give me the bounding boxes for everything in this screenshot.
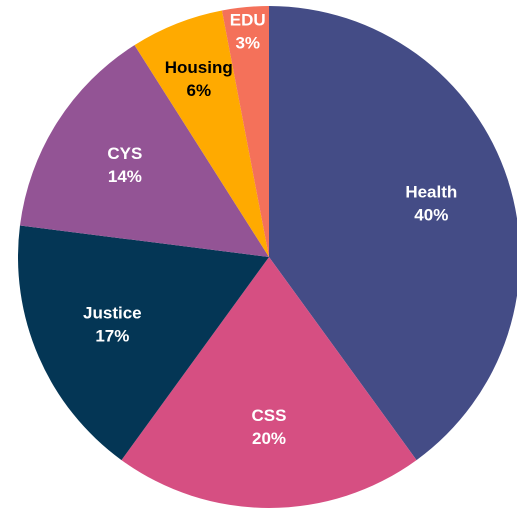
slice-label: EDU (230, 11, 266, 30)
slice-label: Health (405, 183, 457, 202)
pie-slice (134, 10, 269, 258)
slice-value-label: 6% (186, 81, 211, 100)
pie-slice (19, 45, 269, 257)
pie-slice (221, 6, 269, 257)
slice-value-label: 14% (108, 167, 142, 186)
slice-label: CSS (252, 406, 287, 425)
slice-value-label: 20% (252, 429, 286, 448)
pie-slice (121, 257, 417, 508)
slice-label: Justice (83, 303, 142, 322)
slice-label: CYS (107, 144, 142, 163)
slice-label: Housing (165, 58, 233, 77)
pie-slice (18, 225, 269, 461)
slice-value-label: 40% (414, 206, 448, 225)
slice-value-label: 3% (235, 34, 260, 53)
slice-value-label: 17% (95, 326, 129, 345)
pie-slice (269, 6, 517, 461)
